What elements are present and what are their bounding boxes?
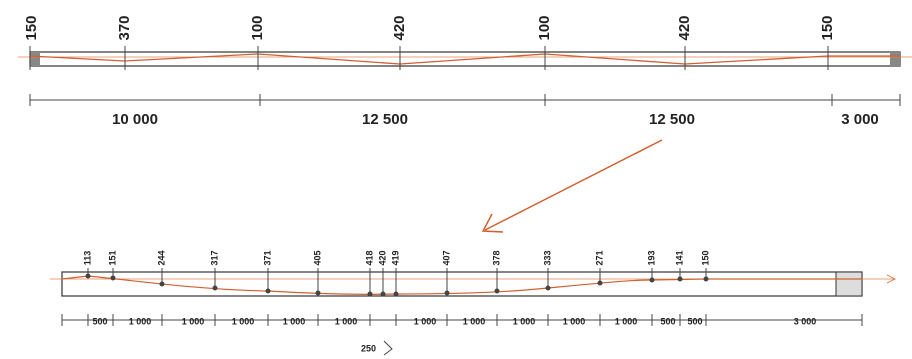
dim-label: 500: [687, 316, 702, 326]
tendon-point: [265, 288, 271, 294]
beam-detail: [61, 271, 863, 297]
span-label: 10 000: [112, 111, 158, 128]
dim-label: 500: [660, 316, 675, 326]
height-label: 420: [676, 15, 693, 40]
height-label: 244: [156, 250, 166, 265]
dim-label: 1 000: [615, 316, 638, 326]
height-label: 100: [536, 15, 553, 40]
tendon-point: [367, 291, 373, 297]
dim-label: 1 000: [513, 316, 536, 326]
height-label: 271: [594, 250, 604, 265]
arrow-head: [886, 274, 897, 284]
tendon-point: [545, 285, 551, 291]
tendon-point: [393, 291, 399, 297]
height-label: 419: [390, 250, 400, 265]
height-label: 405: [312, 250, 322, 265]
dim-label: 1 000: [232, 316, 255, 326]
tendon: [29, 53, 900, 65]
beam-end: [30, 52, 40, 66]
dim-label: 500: [92, 316, 107, 326]
span-label: 12 500: [649, 111, 695, 128]
dim-label: 1 000: [129, 316, 152, 326]
tendon-point: [315, 290, 321, 296]
height-label: 333: [542, 250, 552, 265]
tendon-point: [649, 277, 655, 283]
tendon-point: [85, 273, 91, 279]
height-label: 100: [249, 15, 266, 40]
beam-end: [890, 52, 900, 66]
dim-label: 1 000: [182, 316, 205, 326]
height-label: 141: [674, 250, 684, 265]
note: 250: [361, 343, 376, 353]
tendon-point: [677, 276, 683, 282]
dim-label: 1 000: [283, 316, 306, 326]
arrow: [484, 139, 663, 231]
span-label: 3 000: [841, 111, 879, 128]
dim-label: 3 000: [794, 316, 817, 326]
height-label: 407: [441, 250, 451, 265]
tendon-point: [212, 285, 218, 291]
height-label: 371: [262, 250, 272, 265]
height-label: 151: [107, 250, 117, 265]
tendon-point: [494, 288, 500, 294]
height-label: 113: [82, 251, 92, 266]
height-label: 150: [819, 15, 836, 40]
beam-end: [835, 271, 863, 297]
height-label: 150: [700, 250, 710, 265]
arrow-head: [481, 213, 504, 233]
dim-label: 1 000: [563, 316, 586, 326]
note-leader: [383, 340, 393, 356]
height-label: 150: [23, 15, 40, 40]
height-label: 418: [364, 250, 374, 265]
height-label: 370: [116, 15, 133, 40]
dim-label: 1 000: [335, 316, 358, 326]
height-label: 193: [646, 250, 656, 265]
tendon-point: [444, 290, 450, 296]
tendon-point: [380, 291, 386, 297]
tendon-point: [703, 276, 709, 282]
height-label: 420: [391, 15, 408, 40]
tendon-point: [159, 281, 165, 287]
tendon-point: [110, 275, 116, 281]
height-label: 317: [209, 250, 219, 265]
dim-label: 1 000: [463, 316, 486, 326]
tendon-point: [597, 280, 603, 286]
span-label: 12 500: [362, 111, 408, 128]
dim-label: 1 000: [414, 316, 437, 326]
height-label: 378: [491, 250, 501, 265]
height-label: 420: [377, 250, 387, 265]
